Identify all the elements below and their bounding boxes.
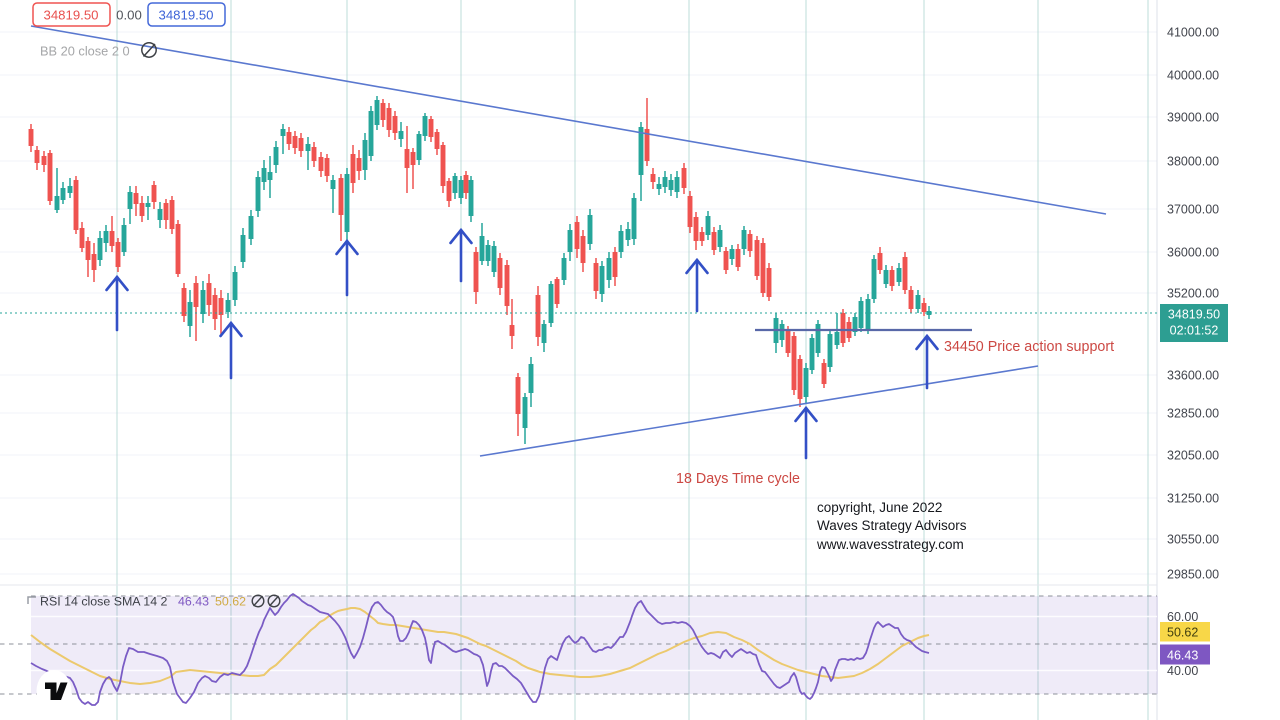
svg-text:29850.00: 29850.00: [1167, 568, 1219, 582]
svg-text:34450 Price action support: 34450 Price action support: [944, 339, 1114, 355]
svg-text:37000.00: 37000.00: [1167, 203, 1219, 217]
svg-text:30550.00: 30550.00: [1167, 533, 1219, 547]
svg-text:RSI 14 close SMA 14 2: RSI 14 close SMA 14 2: [40, 595, 168, 609]
svg-text:35200.00: 35200.00: [1167, 287, 1219, 301]
svg-text:18 Days Time cycle: 18 Days Time cycle: [676, 471, 800, 487]
svg-text:39000.00: 39000.00: [1167, 111, 1219, 125]
svg-text:copyright, June 2022: copyright, June 2022: [817, 500, 942, 515]
svg-text:38000.00: 38000.00: [1167, 155, 1219, 169]
svg-text:0.00: 0.00: [116, 8, 142, 23]
svg-text:46.43: 46.43: [178, 595, 209, 609]
svg-text:31250.00: 31250.00: [1167, 492, 1219, 506]
svg-text:02:01:52: 02:01:52: [1170, 324, 1219, 338]
svg-text:34819.50: 34819.50: [158, 8, 213, 23]
svg-text:41000.00: 41000.00: [1167, 26, 1219, 40]
svg-text:60.00: 60.00: [1167, 610, 1198, 624]
svg-text:50.62: 50.62: [1167, 626, 1198, 640]
svg-text:34819.50: 34819.50: [1168, 308, 1220, 322]
svg-text:36000.00: 36000.00: [1167, 246, 1219, 260]
svg-text:Waves Strategy Advisors: Waves Strategy Advisors: [817, 518, 967, 533]
svg-text:33600.00: 33600.00: [1167, 369, 1219, 383]
svg-text:50.62: 50.62: [215, 595, 246, 609]
svg-text:32050.00: 32050.00: [1167, 449, 1219, 463]
svg-text:46.43: 46.43: [1167, 649, 1198, 663]
svg-text:34819.50: 34819.50: [43, 8, 98, 23]
svg-text:www.wavesstrategy.com: www.wavesstrategy.com: [816, 537, 964, 552]
svg-text:40.00: 40.00: [1167, 664, 1198, 678]
svg-text:40000.00: 40000.00: [1167, 69, 1219, 83]
svg-text:BB 20 close 2 0: BB 20 close 2 0: [40, 44, 130, 59]
svg-text:32850.00: 32850.00: [1167, 407, 1219, 421]
